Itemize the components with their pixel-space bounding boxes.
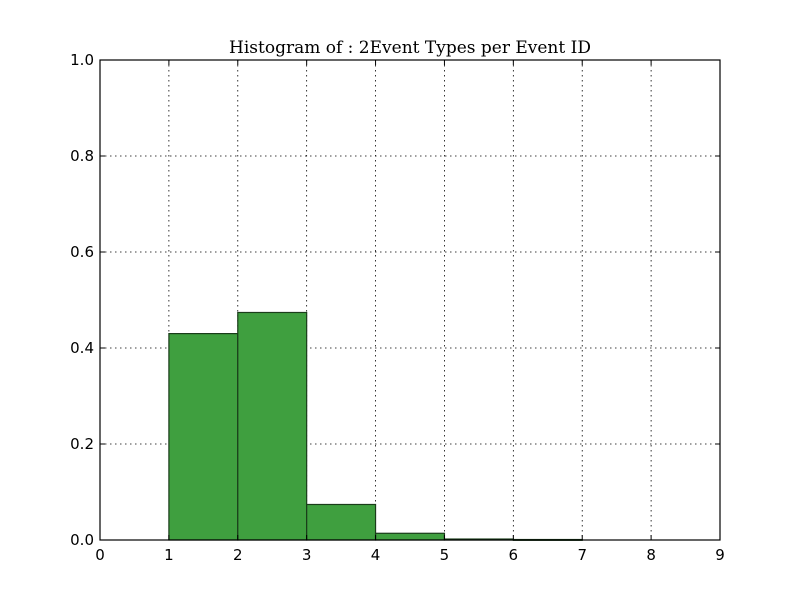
y-tick-label: 0.0	[70, 531, 94, 549]
x-tick-label: 6	[509, 546, 519, 564]
grid-lines	[100, 60, 720, 540]
chart-title: Histogram of : 2Event Types per Event ID	[229, 38, 591, 58]
axis-ticks	[99, 59, 721, 541]
histogram-bar	[168, 333, 239, 541]
x-tick-label: 4	[371, 546, 381, 564]
x-tick-label: 1	[164, 546, 174, 564]
x-axis-tick-labels: 0 1 2 3 4 5 6 7 8 9	[95, 546, 725, 564]
histogram-bar	[374, 532, 446, 541]
x-tick-label: 2	[233, 546, 243, 564]
x-tick-label: 7	[577, 546, 587, 564]
y-tick-label: 0.6	[70, 243, 94, 261]
y-tick-label: 0.4	[70, 339, 94, 357]
x-tick-label: 9	[715, 546, 725, 564]
y-tick-label: 0.8	[70, 147, 94, 165]
histogram-bar	[306, 503, 377, 541]
x-tick-label: 8	[646, 546, 656, 564]
x-tick-label: 5	[440, 546, 450, 564]
y-tick-label: 0.2	[70, 435, 94, 453]
y-axis-tick-labels: 0.0 0.2 0.4 0.6 0.8 1.0	[70, 51, 94, 549]
x-tick-label: 3	[302, 546, 312, 564]
histogram-bar	[237, 311, 308, 541]
plot-frame	[99, 59, 721, 541]
x-tick-label: 0	[95, 546, 105, 564]
y-tick-label: 1.0	[70, 51, 94, 69]
